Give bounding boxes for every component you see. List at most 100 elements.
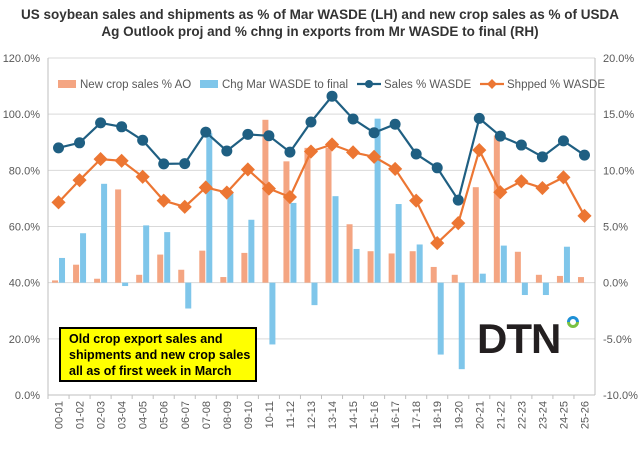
marker-diamond [240,162,255,177]
line-shpped-wasde [57,143,586,245]
marker-circle [389,118,401,130]
marker-diamond [156,193,171,208]
bar-chg-mar-wasde-to-final [353,248,360,283]
category-label: 14-15 [348,401,360,429]
marker-circle [74,137,86,149]
category-label: 08-09 [222,401,234,429]
marker-circle [452,194,464,206]
category-label: 02-03 [96,401,108,429]
bar-chg-mar-wasde-to-final [479,273,486,283]
marker-circle [95,117,107,129]
bar-new-crop-sales-ao [472,187,479,283]
logo-circle-top [567,316,579,322]
marker-diamond [324,137,340,152]
marker-diamond [535,180,550,196]
bar-new-crop-sales-ao [493,135,500,283]
marker-diamond [177,199,192,214]
bar-chg-mar-wasde-to-final [332,196,339,283]
bar-new-crop-sales-ao [451,274,458,283]
left-tick-label: 60.0% [9,222,40,234]
marker-circle [305,116,317,128]
category-label: 19-20 [453,401,465,429]
bar-new-crop-sales-ao [115,189,122,283]
category-label: 17-18 [411,401,423,429]
bar-chg-mar-wasde-to-final [227,192,234,283]
bar-new-crop-sales-ao [535,274,542,283]
marker-diamond [135,169,150,184]
legend-marker-diamond [487,79,497,89]
category-label: 06-07 [180,401,192,429]
category-label: 11-12 [285,401,297,428]
category-label: 18-19 [432,401,444,429]
bar-chg-mar-wasde-to-final [542,282,549,296]
category-label: 20-21 [474,401,486,429]
bar-chg-mar-wasde-to-final [164,232,171,283]
category-label: 04-05 [138,401,150,429]
legend-label: New crop sales % AO [80,79,191,91]
marker-circle [242,128,254,140]
marker-diamond [282,189,298,205]
bar-new-crop-sales-ao [262,119,269,283]
category-label: 03-04 [117,401,129,429]
bar-chg-mar-wasde-to-final [395,204,402,283]
marker-circle [494,130,506,142]
marker-circle [326,90,338,102]
category-label: 09-10 [243,401,255,429]
left-tick-label: 40.0% [9,278,40,290]
right-tick-label: 15.0% [603,109,634,121]
marker-circle [536,151,548,163]
category-label: 13-14 [327,401,339,429]
marker-diamond [345,145,361,160]
bar-new-crop-sales-ao [388,253,395,283]
left-tick-label: 120.0% [3,53,41,65]
bar-new-crop-sales-ao [283,161,290,283]
legend-label: Shpped % WASDE [507,79,605,91]
marker-circle [137,134,149,146]
bar-new-crop-sales-ao [409,251,416,283]
marker-diamond [514,174,529,189]
marker-circle [368,127,380,139]
bar-new-crop-sales-ao [241,252,248,283]
marker-circle [515,139,527,151]
marker-circle [473,112,485,124]
marker-circle [431,162,443,174]
bar-new-crop-sales-ao [73,264,80,283]
bar-new-crop-sales-ao [577,277,584,283]
category-label: 22-23 [516,401,528,429]
right-tick-label: 0.0% [603,278,628,290]
marker-diamond [388,161,403,177]
marker-circle [263,130,275,142]
dtn-logo: DTN [477,315,579,362]
right-tick-label: 10.0% [603,165,634,177]
left-tick-label: 100.0% [3,109,41,121]
marker-circle [53,142,65,154]
marker-circle [557,135,569,147]
left-tick-label: 80.0% [9,165,40,177]
bar-chg-mar-wasde-to-final [185,282,192,309]
legend-swatch [200,80,218,88]
annotation-box: Old crop export sales and shipments and … [59,327,257,382]
marker-diamond [261,181,276,196]
marker-circle [116,121,128,133]
category-label: 12-13 [306,401,318,429]
bar-new-crop-sales-ao [346,224,353,283]
bar-chg-mar-wasde-to-final [248,219,255,283]
right-tick-label: 20.0% [603,53,634,65]
bar-chg-mar-wasde-to-final [269,282,276,345]
marker-circle [200,126,212,138]
marker-diamond [493,185,508,200]
bar-chg-mar-wasde-to-final [311,282,318,306]
marker-diamond [367,149,382,164]
marker-circle [179,158,191,170]
bar-chg-mar-wasde-to-final [290,202,297,283]
chart-title: US soybean sales and shipments as % of M… [21,7,619,39]
bar-new-crop-sales-ao [199,250,206,283]
category-label: 16-17 [390,401,402,429]
category-label: 05-06 [159,401,171,429]
bar-new-crop-sales-ao [157,254,164,283]
bar-chg-mar-wasde-to-final [122,282,129,287]
category-label: 00-01 [54,401,66,429]
right-tick-label: 5.0% [603,222,628,234]
logo-text: DTN [477,315,560,362]
